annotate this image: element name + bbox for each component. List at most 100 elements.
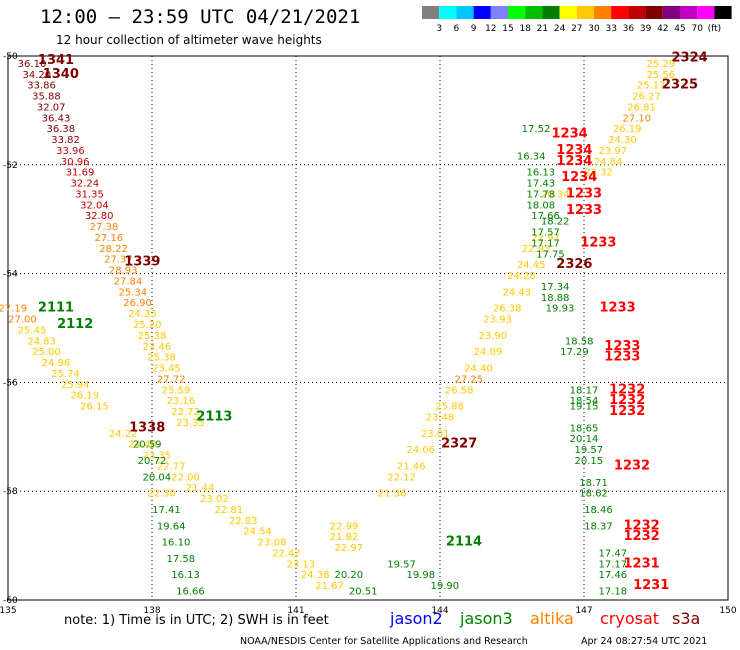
wave-height-point: 24.38 [301, 570, 330, 581]
track-id-label: 1338 [129, 420, 165, 435]
legend-jason3: jason3 [460, 609, 513, 628]
wave-height-point: 22.72 [171, 407, 200, 418]
wave-height-point: 27.19 [0, 304, 27, 315]
wave-height-point: 20.34 [541, 189, 570, 200]
credit-line: NOAA/NESDIS Center for Satellite Applica… [240, 636, 528, 647]
scale-tick-label: 42 [657, 24, 668, 34]
wave-height-point: 22.12 [387, 472, 416, 483]
wave-height-point: 22.97 [334, 543, 363, 554]
wave-height-point: 16.66 [176, 587, 205, 598]
wave-height-point: 19.93 [546, 304, 575, 315]
scale-swatch [525, 6, 543, 19]
wave-height-point: 25.29 [646, 59, 675, 70]
track-id-label: 2114 [446, 535, 482, 550]
scale-tick-label: (ft) [708, 24, 722, 34]
wave-height-point: 27.38 [90, 222, 119, 233]
wave-height-point: 35.88 [32, 92, 61, 103]
wave-height-point: 20.14 [570, 434, 599, 445]
wave-height-point: 27.10 [622, 113, 651, 124]
scale-swatch [422, 6, 440, 19]
x-tick-label: 147 [575, 606, 592, 616]
track-id-label: 2324 [672, 50, 708, 65]
scale-tick-label: 33 [605, 24, 616, 34]
wave-height-point: 24.40 [464, 364, 493, 375]
wave-height-point: 32.04 [80, 200, 109, 211]
wave-height-point: 18.17 [570, 385, 599, 396]
wave-height-point: 18.37 [584, 521, 613, 532]
track-id-label: 1232 [609, 382, 645, 397]
color-scale-bar: 3 6 9 12 15 18 21 24 27 30 33 36 39 42 45 70 (ft) [422, 6, 732, 34]
wave-height-point: 31.35 [75, 189, 104, 200]
wave-height-point: 26.19 [613, 124, 642, 135]
track-id-label: 2111 [38, 301, 74, 316]
wave-height-point: 26.15 [80, 402, 109, 413]
wave-height-point: 18.88 [541, 293, 570, 304]
wave-height-point: 23.48 [426, 412, 455, 423]
wave-height-point: 27.16 [94, 233, 123, 244]
y-tick-label: -56 [3, 378, 18, 388]
wave-height-point: 22.93 [522, 244, 551, 255]
wave-height-point: 24.33 [128, 309, 157, 320]
track-id-label: 1340 [43, 67, 79, 82]
wave-height-point: 23.01 [421, 429, 450, 440]
wave-height-point: 32.24 [70, 179, 99, 190]
wave-height-point: 16.13 [171, 570, 200, 581]
wave-height-point: 17.66 [531, 211, 560, 222]
wave-height-point: 21.36 [378, 489, 407, 500]
wave-height-point: 24.43 [502, 287, 531, 298]
wave-height-point: 17.58 [166, 554, 195, 565]
wave-height-point: 18.71 [579, 478, 608, 489]
scale-tick-label: 70 [691, 24, 703, 34]
track-id-label: 1232 [624, 529, 660, 544]
scale-tick-label: 12 [485, 24, 496, 34]
wave-height-point: 25.94 [61, 380, 90, 391]
y-tick-label: -60 [3, 596, 18, 606]
wave-height-point: 18.22 [541, 217, 570, 228]
wave-height-point: 25.38 [138, 331, 167, 342]
wave-height-point: 24.83 [27, 336, 56, 347]
wave-height-point: 17.43 [526, 179, 555, 190]
y-tick-label: -50 [3, 52, 18, 62]
track-id-label: 1341 [38, 53, 74, 68]
wave-height-point: 28.93 [109, 266, 138, 277]
wave-height-point: 22.81 [214, 505, 243, 516]
wave-height-point: 22.30 [147, 489, 176, 500]
y-tick-label: -54 [3, 270, 18, 280]
wave-height-point: 22.00 [171, 472, 200, 483]
wave-height-point: 24.30 [608, 135, 637, 146]
wave-height-point: 36.38 [46, 124, 75, 135]
wave-height-point: 19.15 [570, 402, 599, 413]
wave-height-point: 16.10 [162, 538, 191, 549]
wave-height-point: 17.41 [152, 505, 181, 516]
scale-tick-label: 15 [502, 24, 513, 34]
wave-height-point: 22.99 [330, 521, 359, 532]
wave-height-point: 22.97 [531, 233, 560, 244]
track-id-label: 1233 [600, 301, 636, 316]
wave-height-point: 16.34 [517, 151, 546, 162]
wave-height-point: 26.27 [632, 92, 661, 103]
wave-height-point: 27.37 [104, 255, 133, 266]
wave-height-point: 23.90 [478, 331, 507, 342]
wave-height-point: 30.96 [61, 157, 90, 168]
wave-height-point: 23.93 [483, 315, 512, 326]
wave-height-point: 25.59 [162, 385, 191, 396]
track-id-label: 1234 [552, 127, 588, 142]
wave-height-point: 22.32 [584, 168, 613, 179]
wave-height-point: 36.10 [18, 59, 47, 70]
chart-title: 12:00 – 23:59 UTC 04/21/2021 [40, 6, 361, 28]
wave-height-point: 23.02 [200, 494, 229, 505]
scale-swatch [628, 6, 646, 19]
wave-height-point: 24.48 [128, 440, 157, 451]
track-id-label: 1233 [580, 235, 616, 250]
legend-altika: altika [530, 609, 574, 628]
wave-height-point: 36.43 [42, 113, 71, 124]
track-id-label: 1234 [561, 170, 597, 185]
wave-height-point: 27.00 [8, 315, 37, 326]
wave-height-point: 24.06 [406, 445, 435, 456]
x-tick-label: 135 [0, 606, 17, 616]
wave-height-point: 25.38 [147, 353, 176, 364]
wave-height-point: 24.45 [517, 260, 546, 271]
wave-height-point: 25.00 [32, 347, 61, 358]
wave-height-point: 19.57 [387, 559, 416, 570]
track-id-label: 1234 [556, 143, 592, 158]
